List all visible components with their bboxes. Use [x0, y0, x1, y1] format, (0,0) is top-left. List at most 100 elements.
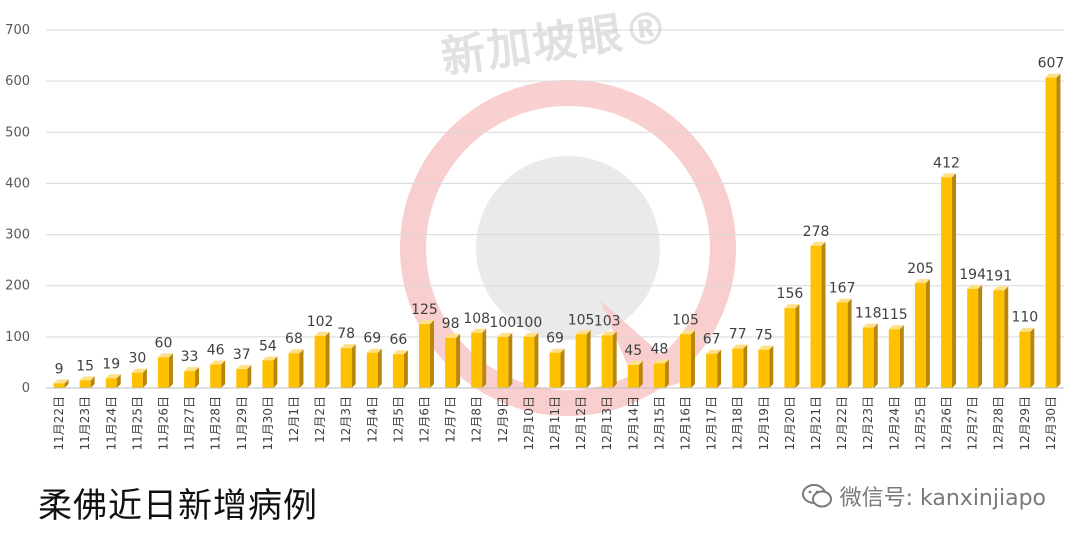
- x-tick-label: 12月22日: [835, 396, 849, 451]
- x-tick-label: 12月21日: [809, 396, 823, 451]
- bar-front: [967, 288, 979, 388]
- x-tick-label: 11月28日: [209, 396, 223, 451]
- data-label: 78: [337, 326, 355, 342]
- bar-side: [221, 360, 226, 388]
- bar-front: [810, 245, 822, 388]
- bar: [288, 349, 304, 388]
- data-label: 48: [650, 341, 668, 357]
- bar-front: [79, 380, 91, 388]
- bar-front: [105, 378, 117, 388]
- bar-top: [262, 356, 278, 361]
- data-label: 77: [729, 327, 747, 343]
- bar: [941, 173, 957, 388]
- y-tick-label: 100: [5, 330, 30, 345]
- bar-side: [195, 367, 200, 388]
- bar-top: [523, 332, 539, 337]
- bar: [888, 325, 904, 388]
- y-tick-label: 200: [5, 279, 30, 294]
- bar-front: [706, 353, 718, 388]
- x-tick-label: 11月24日: [104, 396, 118, 451]
- bar-front: [680, 334, 691, 388]
- x-tick-label: 12月3日: [339, 396, 353, 443]
- bar-top: [314, 331, 330, 336]
- bar: [706, 349, 722, 388]
- source-text: 微信号: kanxinjiapo: [839, 486, 1046, 511]
- x-tick-label: 12月16日: [679, 396, 693, 451]
- bar: [262, 356, 278, 388]
- data-label: 69: [363, 331, 381, 347]
- bar: [105, 374, 121, 388]
- bar-top: [758, 345, 774, 350]
- bar-front: [471, 332, 483, 388]
- bar-side: [925, 279, 930, 388]
- bar: [79, 376, 95, 388]
- bar-side: [273, 356, 278, 388]
- bar-top: [471, 328, 487, 333]
- bar: [836, 298, 852, 388]
- bar-top: [653, 359, 669, 364]
- bar: [471, 328, 487, 388]
- bar-top: [288, 349, 304, 354]
- x-tick-label: 12月11日: [548, 396, 562, 451]
- bar-top: [627, 360, 643, 365]
- bar-side: [168, 353, 173, 388]
- x-axis: 11月22日 11月23日 11月24日 11月25日 11月26日 11月27日 11月2…: [46, 387, 1064, 451]
- bar-front: [601, 335, 613, 388]
- data-label: 191: [985, 268, 1012, 284]
- bar: [392, 350, 408, 388]
- x-tick-label: 12月2日: [313, 396, 327, 443]
- watermark-logo: [400, 80, 736, 416]
- data-label: 108: [463, 311, 490, 327]
- bar-front: [445, 337, 457, 388]
- data-label: 115: [881, 307, 908, 323]
- bar-front: [888, 329, 900, 388]
- x-tick-label: 12月6日: [417, 396, 431, 443]
- bar-side: [873, 323, 878, 388]
- x-tick-label: 12月12日: [574, 396, 588, 451]
- data-label: 66: [389, 332, 407, 348]
- bar-side: [90, 376, 95, 388]
- bar-front: [288, 353, 300, 388]
- bar-side: [1004, 286, 1009, 388]
- bar-side: [560, 348, 565, 388]
- bar: [53, 379, 69, 388]
- bar: [131, 368, 147, 388]
- data-label: 37: [233, 347, 251, 363]
- bar-side: [351, 344, 356, 388]
- bar: [210, 360, 226, 388]
- bar: [157, 353, 173, 388]
- bar: [758, 345, 774, 388]
- wechat-icon: [801, 484, 832, 508]
- x-tick-label: 12月25日: [913, 396, 927, 451]
- x-tick-label: 12月24日: [887, 396, 901, 451]
- data-label: 412: [933, 155, 960, 171]
- x-tick-label: 12月18日: [731, 396, 745, 451]
- bar-side: [508, 332, 513, 388]
- bar: [497, 332, 513, 388]
- bar: [914, 279, 930, 388]
- bar-side: [325, 331, 330, 388]
- bar-side: [1056, 73, 1061, 388]
- bar-top: [914, 279, 930, 284]
- x-tick-label: 11月25日: [130, 396, 144, 451]
- y-tick-label: 300: [5, 228, 30, 243]
- data-label: 67: [703, 332, 721, 348]
- data-label: 607: [1038, 56, 1065, 72]
- x-tick-label: 12月28日: [992, 396, 1006, 451]
- bar-side: [769, 345, 774, 388]
- bar: [184, 367, 200, 388]
- data-label: 205: [907, 261, 934, 277]
- bar-side: [899, 325, 904, 388]
- data-label: 278: [803, 224, 830, 240]
- bar: [810, 241, 826, 388]
- bar-front: [575, 334, 587, 388]
- y-axis: 0 100 200 300 400 500 600 700: [5, 23, 30, 396]
- bar: [366, 348, 382, 388]
- bar-side: [482, 328, 487, 388]
- bar-front: [784, 308, 796, 388]
- bar: [732, 344, 748, 388]
- bar-front: [262, 360, 274, 388]
- bar: [314, 331, 330, 388]
- bar-front: [993, 290, 1005, 388]
- bar-top: [967, 284, 983, 289]
